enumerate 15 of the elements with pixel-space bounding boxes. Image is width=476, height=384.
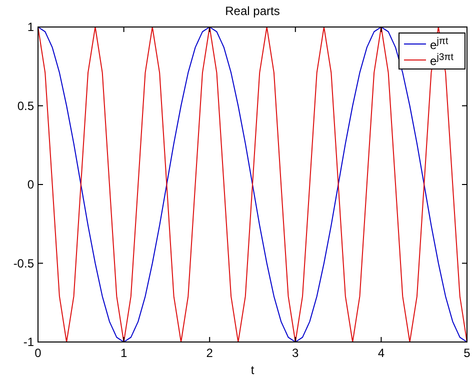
y-tick-label: -0.5 — [13, 256, 34, 270]
x-tick-label: 4 — [378, 346, 385, 360]
y-tick-label: -1 — [23, 335, 34, 349]
chart-title: Real parts — [225, 4, 280, 18]
legend-label: e$^{jπt}$ — [430, 36, 448, 52]
legend-label: e$^{j3πt}$ — [430, 52, 454, 68]
x-tick-label: 3 — [292, 346, 300, 360]
line-series — [38, 26, 468, 342]
x-axis-title: t — [250, 363, 255, 377]
y-tick-label: 0.5 — [17, 98, 34, 113]
y-tick-label: 1 — [27, 20, 34, 34]
x-tick-label: 2 — [206, 346, 214, 360]
x-tick-label: 1 — [120, 346, 128, 360]
x-tick-label: 5 — [464, 346, 471, 360]
y-tick-label: 0 — [27, 178, 34, 192]
